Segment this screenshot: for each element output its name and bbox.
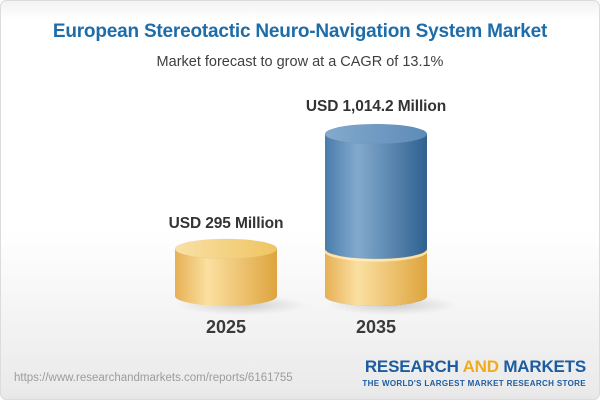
brand-logo: RESEARCH AND MARKETS THE WORLD'S LARGEST…	[362, 357, 586, 388]
cylinder-base-segment-2035	[325, 248, 427, 306]
cylinder-top-2025	[174, 238, 278, 260]
brand-logo-research: RESEARCH	[364, 357, 459, 376]
cylinder-body-2025	[175, 248, 277, 306]
brand-logo-wordmark: RESEARCH AND MARKETS	[362, 357, 586, 377]
source-url: https://www.researchandmarkets.com/repor…	[14, 372, 293, 384]
brand-logo-markets: MARKETS	[503, 357, 586, 376]
page-subtitle: Market forecast to grow at a CAGR of 13.…	[156, 54, 444, 70]
category-label-2035: 2035	[355, 317, 397, 337]
value-label-2035: USD 1,014.2 Million	[305, 98, 447, 115]
page-title: European Stereotactic Neuro-Navigation S…	[52, 21, 548, 42]
category-label-2025: 2025	[205, 317, 247, 337]
cylinder-top-2035	[324, 123, 428, 145]
brand-logo-tagline: THE WORLD'S LARGEST MARKET RESEARCH STOR…	[362, 379, 586, 388]
value-label-2025: USD 295 Million	[168, 215, 284, 232]
brand-logo-and: AND	[462, 357, 499, 376]
base-segment-highlight	[323, 250, 429, 262]
